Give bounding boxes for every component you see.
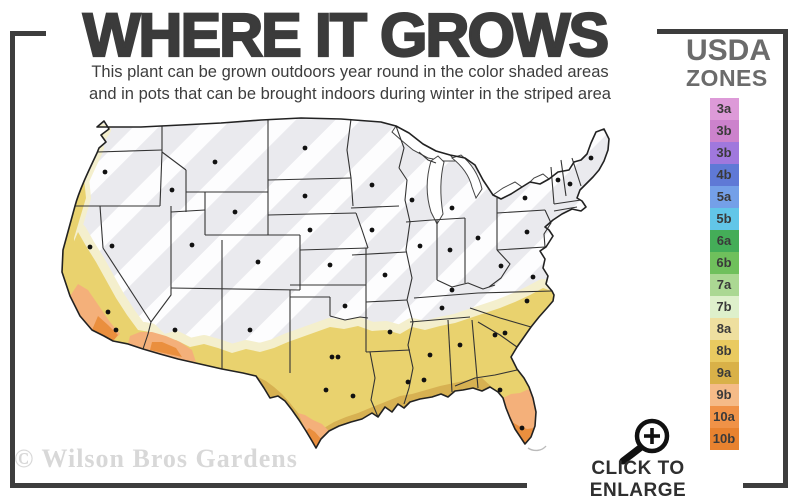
zone-swatch-6b: 6b [709, 252, 739, 275]
state-dot [449, 287, 455, 293]
state-dot [555, 177, 561, 183]
state-dot [457, 342, 463, 348]
state-dot [369, 227, 375, 233]
state-dot [405, 379, 411, 385]
zone-swatch-5a: 5a [709, 186, 739, 209]
zone-swatch-9b: 9b [709, 384, 739, 407]
subtitle-line-2: and in pots that can be brought indoors … [89, 84, 611, 103]
magnifier-plus-icon [619, 418, 670, 465]
zone-swatch-6a: 6a [709, 230, 739, 253]
zone-swatch-8b: 8b [709, 340, 739, 363]
zone-swatch-3b: 3b [709, 142, 739, 165]
subtitle-line-1: This plant can be grown outdoors year ro… [91, 63, 609, 81]
state-dot [449, 205, 455, 211]
zone-swatch-3b: 3b [709, 120, 739, 143]
zone-swatch-3a: 3a [709, 98, 739, 121]
state-dot [439, 305, 445, 311]
zone-swatch-10b: 10b [709, 428, 739, 451]
state-dot [350, 393, 356, 399]
state-dots [87, 145, 594, 431]
state-dot [302, 145, 308, 151]
state-dot [169, 187, 175, 193]
state-dot [232, 209, 238, 215]
state-dot [530, 274, 536, 280]
frame-topleft-stub [10, 31, 46, 36]
zone-swatch-7b: 7b [709, 296, 739, 319]
state-dot [109, 243, 115, 249]
state-dot [382, 272, 388, 278]
frame-left-line [10, 31, 15, 488]
state-dot [498, 263, 504, 269]
zone-swatch-7a: 7a [709, 274, 739, 297]
subtitle: This plant can be grown outdoors year ro… [30, 62, 670, 106]
page-title: WHERE IT GROWS [82, 0, 611, 70]
state-dot [588, 155, 594, 161]
state-dot [102, 169, 108, 175]
state-dot [492, 332, 498, 338]
state-dot [417, 243, 423, 249]
state-dot [189, 242, 195, 248]
state-dot [522, 195, 528, 201]
zone-swatch-8a: 8a [709, 318, 739, 341]
legend-title-usda: USDA [686, 34, 772, 67]
zone-swatch-9a: 9a [709, 362, 739, 385]
state-dot [427, 352, 433, 358]
zone-swatch-4b: 4b [709, 164, 739, 187]
state-dot [247, 327, 253, 333]
usda-zones-legend: USDA ZONES 3a 3b 3b 4b 5a 5b 6a 6b 7a 7b 8a 8b 9a 9b 1… [686, 34, 772, 451]
state-dot [255, 259, 261, 265]
state-dot [447, 247, 453, 253]
state-dot [369, 182, 375, 188]
state-dot [497, 387, 503, 393]
state-dot [302, 193, 308, 199]
enlarge-button[interactable] [608, 406, 678, 468]
state-dot [475, 235, 481, 241]
frame-bottom-line [10, 483, 527, 488]
state-dot [421, 377, 427, 383]
state-dot [567, 181, 573, 187]
frame-bottomright-stub [743, 483, 788, 488]
state-dot [212, 159, 218, 165]
state-dot [87, 244, 93, 250]
state-dot [502, 330, 508, 336]
state-dot [335, 354, 341, 360]
state-dot [307, 227, 313, 233]
state-dot [519, 425, 525, 431]
click-to-enlarge-label[interactable]: CLICK TO ENLARGE [589, 458, 687, 500]
state-dot [524, 298, 530, 304]
frame-right-line [783, 29, 788, 488]
frame-topright-line [657, 29, 788, 34]
zone-list: 3a 3b 3b 4b 5a 5b 6a 6b 7a 7b 8a 8b 9a 9b 10a 10b [686, 98, 762, 451]
zone-swatch-5b: 5b [709, 208, 739, 231]
state-dot [342, 303, 348, 309]
state-dot [329, 354, 335, 360]
state-dot [387, 329, 393, 335]
us-outline [61, 117, 610, 449]
legend-title-zones: ZONES [686, 65, 768, 91]
state-dot [409, 197, 415, 203]
watermark: © Wilson Bros Gardens [14, 444, 298, 473]
state-borders [75, 118, 582, 418]
state-dot [323, 387, 329, 393]
state-dot [105, 309, 111, 315]
state-dot [524, 229, 530, 235]
state-dot [113, 327, 119, 333]
florida-keys [527, 445, 547, 452]
state-dot [327, 262, 333, 268]
state-dot [172, 327, 178, 333]
zone-swatch-10a: 10a [709, 406, 739, 429]
